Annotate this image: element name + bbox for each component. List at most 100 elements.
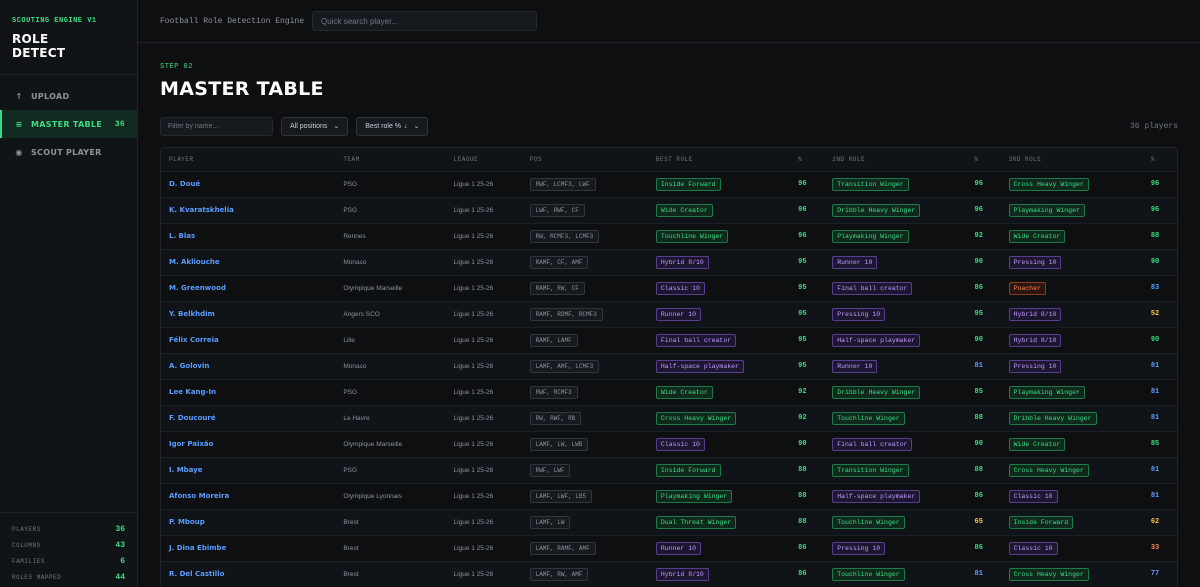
- table-row[interactable]: L. Blas Rennes Ligue 1 25-26 RW, RCMF3, LCM…: [161, 223, 1177, 249]
- table-row[interactable]: A. Golovin Monaco Ligue 1 25-26 LAMF, AMF, …: [161, 353, 1177, 379]
- third-role-badge: Cross Heavy Winger: [1008, 463, 1089, 477]
- table-row[interactable]: R. Del Castillo Brest Ligue 1 25-26 LAMF, R…: [161, 561, 1177, 587]
- col-header-league[interactable]: LEAGUE: [453, 155, 479, 163]
- quick-search-input[interactable]: [312, 11, 538, 31]
- league-name: Ligue 1 25-26: [453, 232, 494, 240]
- third-role-pct: 85: [1150, 440, 1160, 448]
- third-role-pct: 90: [1150, 258, 1160, 266]
- table-row[interactable]: M. Greenwood Olympique Marseille Ligue 1 2…: [161, 275, 1177, 301]
- col-header-best-pct[interactable]: %: [798, 155, 803, 163]
- best-role-pct: 92: [798, 414, 807, 422]
- col-header-3rd-pct[interactable]: %: [1150, 155, 1155, 163]
- best-role-badge: Hybrid 8/10: [655, 567, 709, 581]
- table-row[interactable]: J. Dina Ebimbe Brest Ligue 1 25-26 LAMF, RA…: [161, 535, 1177, 561]
- col-header-2nd-pct[interactable]: %: [974, 155, 979, 163]
- name-filter-input[interactable]: [160, 116, 273, 136]
- sidebar-item-scout-player[interactable]: ◉ SCOUT PLAYER: [0, 138, 137, 166]
- third-role-pct: 96: [1150, 180, 1160, 188]
- col-header-player[interactable]: PLAYER: [169, 155, 194, 163]
- table-row[interactable]: Igor Paixão Olympique Marseille Ligue 1 25…: [161, 431, 1177, 457]
- sidebar-item-master-table[interactable]: ≡ MASTER TABLE 36: [0, 110, 137, 138]
- table-row[interactable]: M. Akliouche Monaco Ligue 1 25-26 RAMF, CF,…: [161, 249, 1177, 275]
- stat-value: 43: [115, 540, 125, 550]
- table-row[interactable]: K. Kvaratskhelia PSG Ligue 1 25-26 LWF, RWF…: [161, 197, 1177, 223]
- col-header-team[interactable]: TEAM: [343, 155, 360, 163]
- col-header-3rd-role[interactable]: 3RD ROLE: [1008, 155, 1042, 163]
- best-role-badge: Wide Creator: [655, 385, 713, 399]
- content: STEP 02 MASTER TABLE All positions ⌄ Bes…: [138, 43, 1200, 587]
- player-name-link[interactable]: Y. Belkhdim: [169, 310, 215, 318]
- third-role-badge: Playmaking Winger: [1008, 203, 1085, 217]
- best-role-pct: 90: [798, 440, 807, 448]
- player-name-link[interactable]: M. Greenwood: [169, 284, 226, 292]
- third-role-badge: Wide Creator: [1008, 437, 1066, 451]
- position-chip: RAMF, RDMF, RCMF3: [529, 307, 603, 321]
- main-area: Football Role Detection Engine STEP 02 M…: [138, 0, 1200, 587]
- team-name: Olympique Lyonnais: [343, 492, 402, 500]
- second-role-pct: 86: [974, 284, 983, 292]
- player-name-link[interactable]: L. Blas: [169, 232, 196, 240]
- table-row[interactable]: Y. Belkhdim Angers SCO Ligue 1 25-26 RAMF, …: [161, 301, 1177, 327]
- third-role-pct: 81: [1150, 466, 1160, 474]
- table-row[interactable]: Lee Kang-In PSG Ligue 1 25-26 RWF, RCMF3 Wid…: [161, 379, 1177, 405]
- table-controls: All positions ⌄ Best role % ↓ ⌄ 36 playe…: [160, 116, 1178, 136]
- player-name-link[interactable]: J. Dina Ebimbe: [169, 544, 227, 552]
- third-role-pct: 52: [1150, 310, 1160, 318]
- player-name-link[interactable]: R. Del Castillo: [169, 570, 225, 579]
- col-header-2nd-role[interactable]: 2ND ROLE: [832, 155, 866, 163]
- player-name-link[interactable]: D. Doué: [169, 180, 201, 188]
- second-role-pct: 88: [974, 466, 983, 474]
- team-name: Olympique Marseille: [343, 440, 403, 448]
- third-role-badge: Classic 10: [1008, 541, 1058, 555]
- player-name-link[interactable]: Lee Kang-In: [169, 388, 217, 396]
- player-name-link[interactable]: Igor Paixão: [169, 440, 214, 448]
- player-name-link[interactable]: F. Doucouré: [169, 414, 216, 422]
- position-chip: RAMF, RW, CF: [529, 281, 585, 295]
- page-title: MASTER TABLE: [160, 78, 324, 100]
- table-row[interactable]: P. Mboup Brest Ligue 1 25-26 LAMF, LW Dual T…: [161, 509, 1177, 535]
- topbar: Football Role Detection Engine: [138, 0, 1200, 43]
- best-role-badge: Inside Forward: [655, 463, 721, 477]
- best-role-pct: 96: [798, 232, 807, 240]
- table-row[interactable]: D. Doué PSG Ligue 1 25-26 RWF, LCMF3, LWF In…: [161, 171, 1177, 197]
- position-chip: RW, RWF, RB: [529, 411, 582, 425]
- second-role-badge: Half-space playmaker: [832, 489, 921, 503]
- sidebar: SCOUTING ENGINE V1 ROLE DETECT ↑ UPLOAD …: [0, 0, 138, 587]
- table-row[interactable]: Félix Correia Lille Ligue 1 25-26 RAMF, LAM…: [161, 327, 1177, 353]
- table-row[interactable]: I. Mbaye PSG Ligue 1 25-26 RWF, LWF Inside F…: [161, 457, 1177, 483]
- player-name-link[interactable]: M. Akliouche: [169, 258, 220, 266]
- stat-value: 6: [120, 556, 125, 566]
- position-select[interactable]: All positions ⌄: [281, 116, 349, 136]
- best-role-badge: Inside Forward: [655, 177, 721, 191]
- third-role-pct: 62: [1150, 518, 1160, 526]
- player-name-link[interactable]: Félix Correia: [169, 336, 219, 344]
- player-name-link[interactable]: K. Kvaratskhelia: [169, 206, 234, 214]
- best-role-badge: Final ball creator: [655, 333, 737, 347]
- position-chip: RW, RCMF3, LCMF3: [529, 229, 600, 243]
- table-list-icon: ≡: [15, 119, 23, 129]
- player-name-link[interactable]: P. Mboup: [169, 518, 205, 526]
- player-name-link[interactable]: I. Mbaye: [169, 466, 203, 474]
- third-role-badge: Hybrid 8/10: [1008, 333, 1062, 347]
- col-header-best-role[interactable]: BEST ROLE: [655, 155, 693, 163]
- sidebar-item-upload[interactable]: ↑ UPLOAD: [0, 82, 137, 110]
- player-name-link[interactable]: A. Golovin: [169, 362, 210, 370]
- second-role-badge: Transition Winger: [832, 177, 909, 191]
- third-role-badge: Wide Creator: [1008, 229, 1066, 243]
- position-chip: RAMF, LAMF: [529, 333, 578, 347]
- best-role-pct: 96: [798, 206, 807, 214]
- third-role-badge: Hybrid 8/10: [1008, 307, 1062, 321]
- league-name: Ligue 1 25-26: [453, 336, 494, 344]
- brand: SCOUTING ENGINE V1 ROLE DETECT: [0, 0, 137, 75]
- team-name: Brest: [343, 544, 359, 552]
- third-role-pct: 77: [1150, 570, 1160, 579]
- stat-label: COLUMNS: [12, 541, 41, 549]
- second-role-pct: 96: [974, 180, 983, 188]
- table-row[interactable]: F. Doucouré Le Havre Ligue 1 25-26 RW, RWF,…: [161, 405, 1177, 431]
- third-role-pct: 88: [1150, 232, 1160, 240]
- col-header-pos[interactable]: POS: [529, 155, 542, 163]
- table-row[interactable]: Afonso Moreira Olympique Lyonnais Ligue 1 …: [161, 483, 1177, 509]
- sort-select[interactable]: Best role % ↓ ⌄: [356, 116, 429, 136]
- player-name-link[interactable]: Afonso Moreira: [169, 492, 230, 500]
- best-role-pct: 88: [798, 492, 807, 500]
